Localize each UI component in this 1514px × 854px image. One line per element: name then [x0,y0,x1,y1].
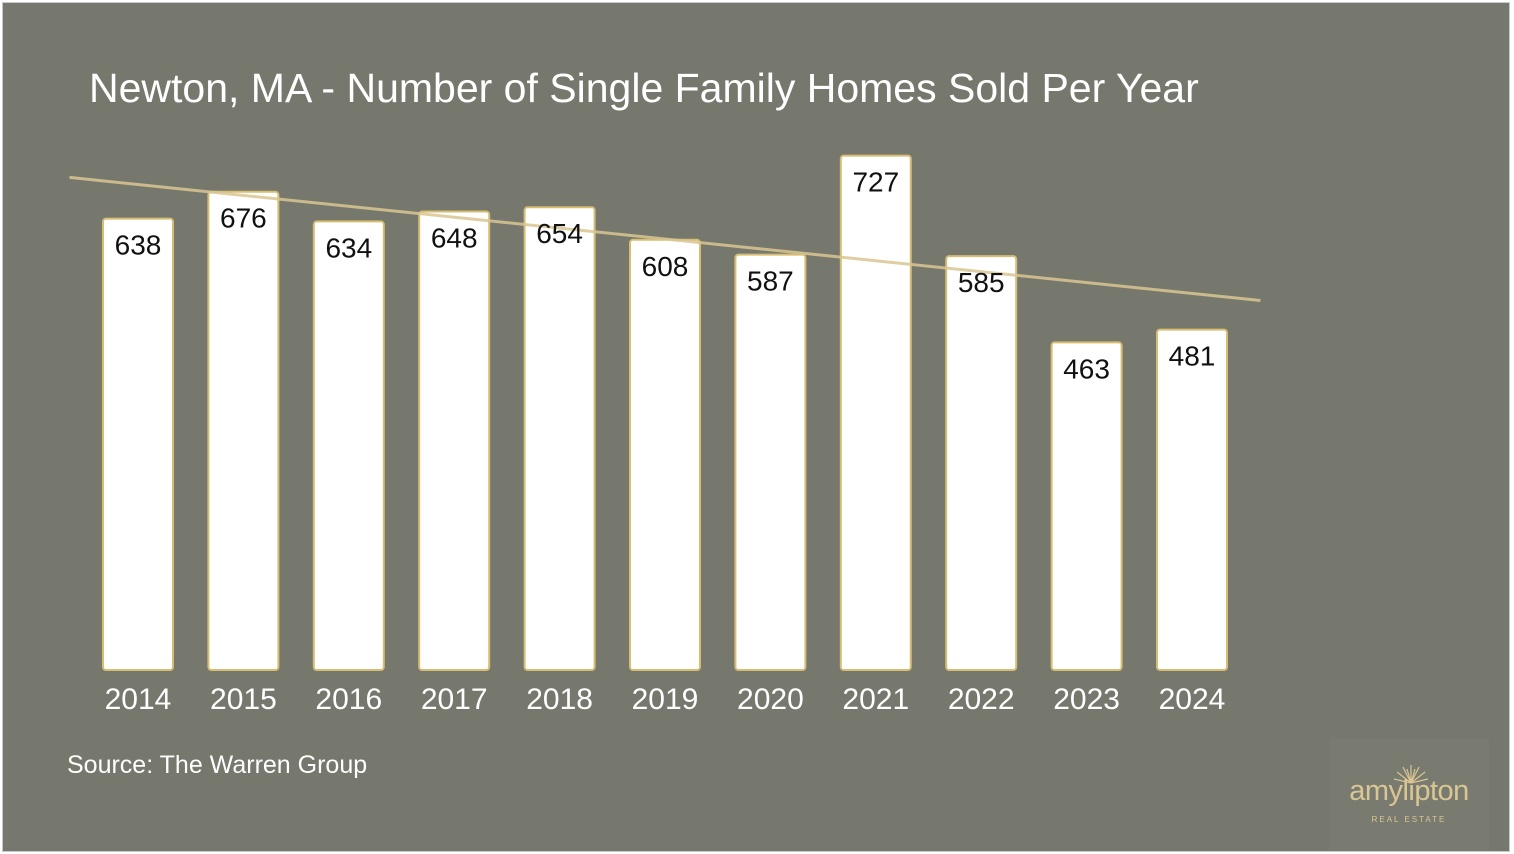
x-tick-label-2024: 2024 [1159,683,1226,716]
x-tick-label-2022: 2022 [948,683,1015,716]
bars-layer [102,154,1228,672]
bar-2019 [629,238,701,672]
x-tick-label-2014: 2014 [105,683,172,716]
trendline-layer [69,175,1261,302]
data-label-2017: 648 [431,223,478,254]
data-label-2024: 481 [1169,341,1216,372]
chart-title: Newton, MA - Number of Single Family Hom… [89,65,1199,111]
logo-subtitle: REAL ESTATE [1371,815,1447,824]
x-tick-label-2018: 2018 [526,683,593,716]
data-label-2022: 585 [958,267,1005,298]
data-label-2016: 634 [325,232,372,263]
x-tick-label-2019: 2019 [632,683,699,716]
data-label-2023: 463 [1063,353,1110,384]
bar-2024 [1156,328,1228,671]
data-label-2015: 676 [220,203,267,234]
sunburst-icon [1393,765,1429,784]
bar-2014 [102,217,174,671]
data-label-2014: 638 [115,230,162,261]
x-tick-label-2023: 2023 [1053,683,1120,716]
x-tick-label-2021: 2021 [842,683,909,716]
data-labels-layer: 638 676 634 648 654 608 587 727 585 463 481 [115,167,1216,385]
bar-2023 [1050,341,1123,671]
bar-2016 [312,220,385,671]
bar-2020 [734,253,807,671]
x-axis-tick-labels: 2014 2015 2016 2017 2018 2019 2020 2021 2022 2023… [105,683,1226,716]
data-label-2018: 654 [536,218,583,249]
x-tick-label-2016: 2016 [315,683,382,716]
bar-2022 [945,255,1018,671]
logo-wordmark: amylipton [1349,775,1469,807]
trendline [69,175,1261,302]
data-label-2020: 587 [747,266,794,297]
data-label-2019: 608 [642,251,689,282]
source-note: Source: The Warren Group [67,751,368,779]
x-tick-label-2015: 2015 [210,683,277,716]
bar-2021 [839,154,912,672]
company-logo: amylipton REAL ESTATE [1329,739,1489,851]
bar-2015 [207,190,280,671]
x-tick-label-2017: 2017 [421,683,488,716]
bar-2017 [418,210,491,671]
data-label-2021: 727 [852,167,899,198]
bar-2018 [523,206,596,671]
x-tick-label-2020: 2020 [737,683,804,716]
